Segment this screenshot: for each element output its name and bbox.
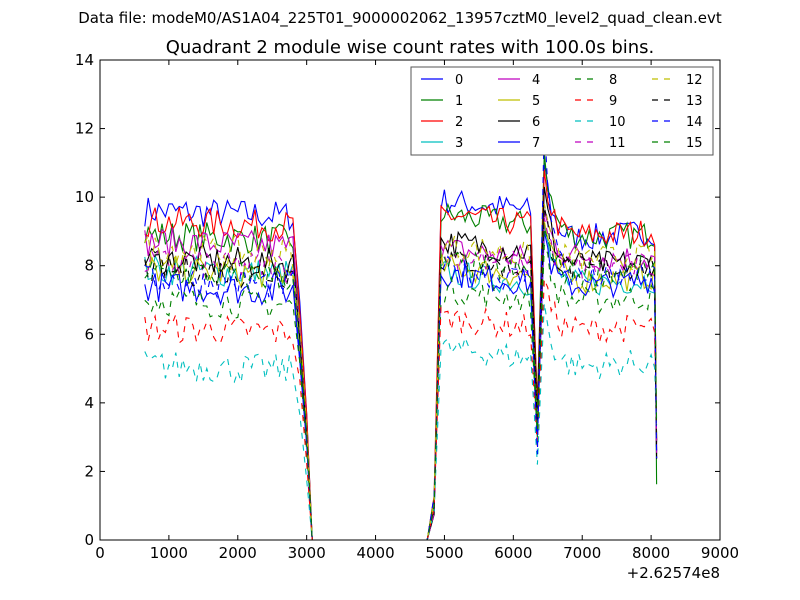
- legend-label: 15: [686, 136, 703, 151]
- series-line-7: [144, 231, 658, 541]
- x-tick-label: 2000: [219, 544, 257, 562]
- x-tick-label: 3000: [288, 544, 326, 562]
- y-tick-label: 4: [84, 394, 94, 412]
- series-line-2: [144, 169, 658, 541]
- y-tick-label: 12: [75, 120, 94, 138]
- legend-label: 7: [532, 136, 540, 151]
- series-line-14: [144, 121, 658, 541]
- y-tick-label: 0: [84, 531, 94, 549]
- series-layer: [144, 121, 658, 541]
- x-tick-label: 6000: [494, 544, 532, 562]
- y-tick-label: 14: [75, 51, 94, 69]
- legend-label: 0: [455, 73, 463, 88]
- series-line-12: [144, 203, 658, 541]
- chart-title: Quadrant 2 module wise count rates with …: [165, 37, 655, 58]
- legend-label: 2: [455, 115, 463, 130]
- legend-label: 6: [532, 115, 540, 130]
- series-line-4: [144, 210, 658, 541]
- series-line-11: [144, 217, 658, 541]
- legend-label: 10: [609, 115, 626, 130]
- y-tick-label: 2: [84, 462, 94, 480]
- x-tick-label: 8000: [632, 544, 670, 562]
- plot-frame: [99, 59, 721, 541]
- legend-label: 11: [609, 136, 626, 151]
- figure-suptitle: Data file: modeM0/AS1A04_225T01_90000020…: [78, 9, 722, 27]
- x-tick-label: 9000: [701, 544, 739, 562]
- legend-label: 12: [686, 73, 703, 88]
- series-line-15: [144, 227, 658, 541]
- y-tick-label: 8: [84, 257, 94, 275]
- y-tick-label: 6: [84, 325, 94, 343]
- x-offset-label: +2.62574e8: [627, 564, 720, 582]
- legend-box: [410, 66, 714, 156]
- series-line-13: [144, 207, 658, 541]
- series-line-5: [144, 220, 658, 541]
- x-tick-label: 4000: [356, 544, 394, 562]
- legend-label: 13: [686, 94, 703, 109]
- legend-label: 8: [609, 73, 617, 88]
- legend-label: 1: [455, 94, 463, 109]
- series-line-8: [144, 244, 658, 541]
- legend-label: 4: [532, 73, 540, 88]
- tick-labels-layer: 0 1000 2000 3000 4000 5000 6000 7000 8000 9000 0 2 4…: [75, 51, 739, 582]
- legend-label: 9: [609, 94, 617, 109]
- y-tick-label: 10: [75, 188, 94, 206]
- x-tick-label: 0: [95, 544, 105, 562]
- legend-label: 5: [532, 94, 540, 109]
- legend-label: 14: [686, 115, 703, 130]
- series-line-0: [144, 162, 658, 541]
- legend-label: 3: [455, 136, 463, 151]
- x-tick-label: 7000: [563, 544, 601, 562]
- series-line-9: [144, 279, 658, 541]
- x-tick-label: 5000: [425, 544, 463, 562]
- x-tick-label: 1000: [150, 544, 188, 562]
- series-line-1: [144, 152, 658, 541]
